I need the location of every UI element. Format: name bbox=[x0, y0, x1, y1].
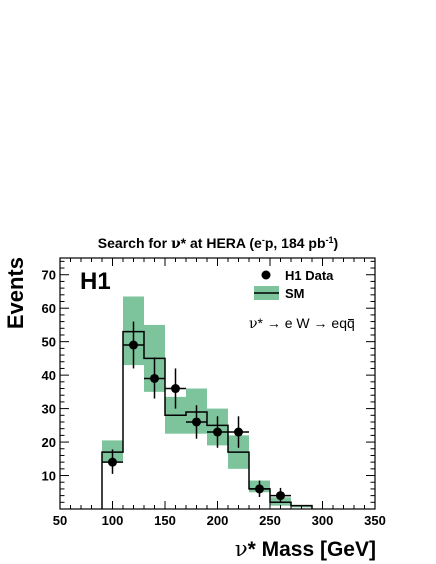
experiment-label: H1 bbox=[80, 268, 111, 295]
axis-ticks: 50 100 150 200 250 300 350 10 20 30 40 50 60 70 bbox=[42, 258, 386, 528]
data-marker bbox=[171, 384, 180, 394]
x-tick-label: 350 bbox=[364, 513, 386, 528]
x-tick-label: 250 bbox=[259, 513, 281, 528]
chart-title: Search for ν* at HERA (e-p, 184 pb-1) bbox=[98, 235, 338, 252]
data-marker bbox=[234, 427, 243, 437]
data-point-5 bbox=[207, 416, 228, 448]
data-marker bbox=[255, 484, 264, 494]
data-point-6 bbox=[228, 416, 249, 448]
x-tick-label: 50 bbox=[53, 513, 67, 528]
data-point-0 bbox=[102, 449, 123, 474]
y-axis-label: Events bbox=[3, 257, 28, 329]
data-marker bbox=[276, 491, 285, 501]
y-tick-label: 70 bbox=[42, 268, 56, 283]
y-tick-label: 50 bbox=[42, 335, 56, 350]
legend: H1 Data SM bbox=[254, 268, 334, 301]
process-annotation: ν* → e W → eqq bbox=[249, 315, 355, 332]
x-tick-label: 300 bbox=[312, 513, 334, 528]
x-tick-label: 100 bbox=[102, 513, 124, 528]
plot-frame bbox=[59, 257, 376, 510]
y-tick-label: 60 bbox=[42, 301, 56, 316]
y-tick-label: 20 bbox=[42, 435, 56, 450]
x-axis-label: ν* Mass [GeV] bbox=[235, 537, 376, 561]
y-tick-label: 10 bbox=[42, 469, 56, 484]
data-point-4 bbox=[186, 405, 207, 439]
data-point-1 bbox=[123, 321, 144, 369]
data-marker bbox=[150, 373, 159, 383]
data-marker bbox=[213, 427, 222, 437]
data-marker bbox=[108, 457, 117, 467]
h1-data-points bbox=[102, 321, 291, 503]
legend-sm-label: SM bbox=[285, 286, 305, 301]
y-tick-label: 30 bbox=[42, 402, 56, 417]
x-tick-label: 150 bbox=[154, 513, 176, 528]
data-point-8 bbox=[270, 487, 291, 503]
legend-data-label: H1 Data bbox=[285, 268, 334, 283]
x-tick-label: 200 bbox=[207, 513, 229, 528]
data-point-7 bbox=[249, 480, 270, 497]
legend-data-marker bbox=[261, 270, 271, 280]
data-marker bbox=[129, 340, 138, 350]
data-marker bbox=[192, 417, 201, 427]
y-tick-label: 40 bbox=[42, 368, 56, 383]
data-point-3 bbox=[165, 368, 186, 409]
data-point-2 bbox=[144, 357, 165, 399]
axes-box bbox=[59, 257, 376, 510]
